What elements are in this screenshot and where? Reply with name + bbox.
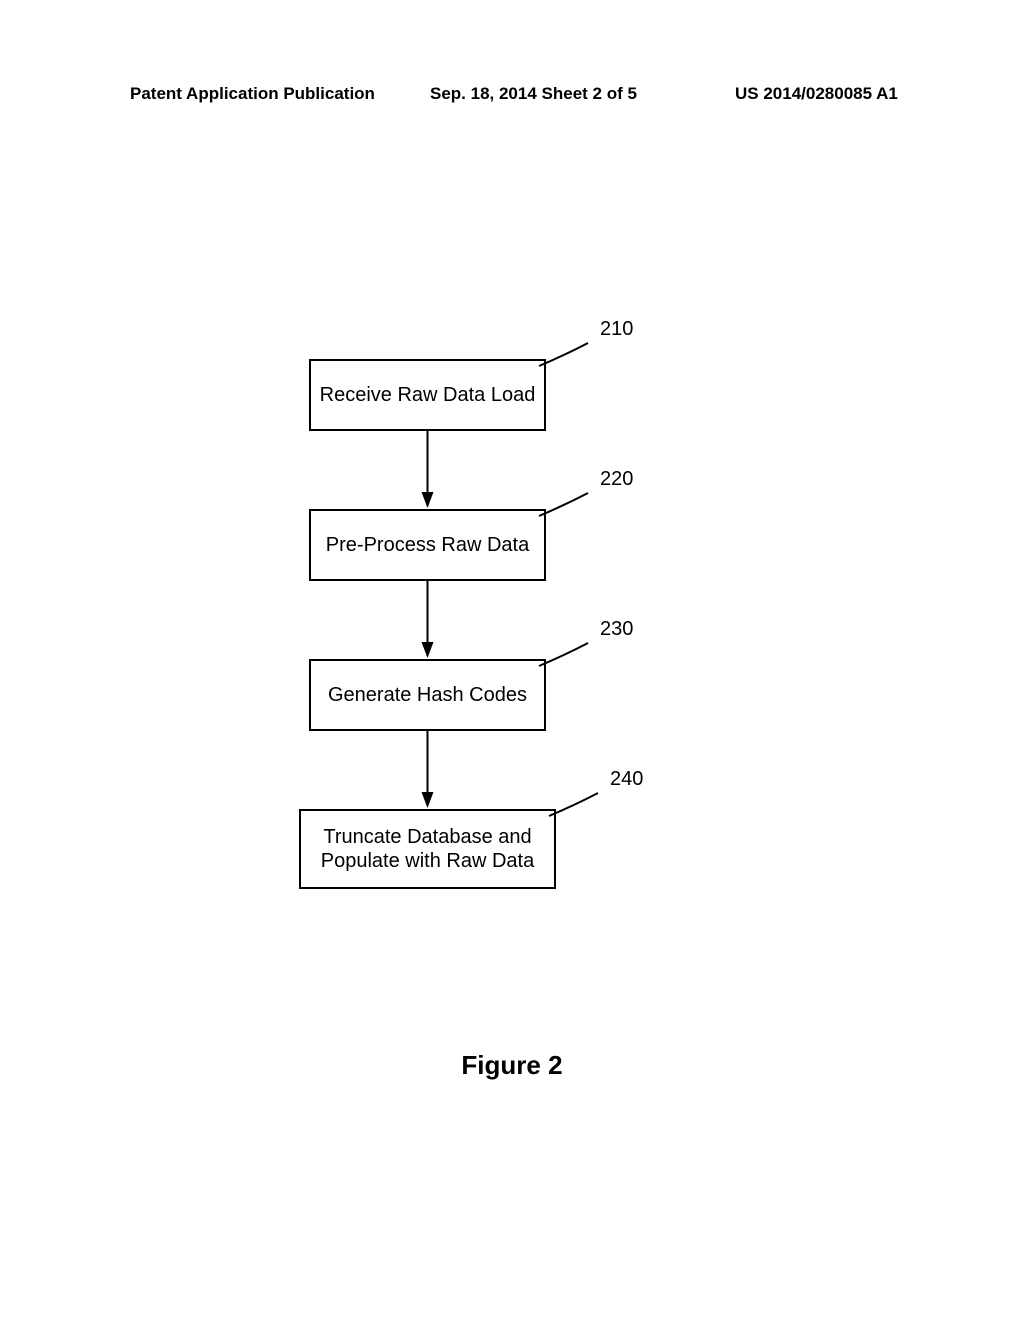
- ref-label-220: 220: [600, 468, 633, 490]
- leader-line-230: [539, 643, 588, 666]
- leader-line-210: [539, 343, 588, 366]
- flow-box-label-240-line1: Populate with Raw Data: [321, 850, 535, 872]
- flow-box-240: [300, 810, 555, 888]
- flow-box-label-220-line0: Pre-Process Raw Data: [326, 534, 530, 556]
- flowchart-svg: Receive Raw Data Load Pre-Process Raw Dat…: [0, 0, 1024, 1320]
- flow-box-label-210-line0: Receive Raw Data Load: [320, 384, 536, 406]
- page: Patent Application Publication Sep. 18, …: [0, 0, 1024, 1320]
- flow-box-label-240-line0: Truncate Database and: [323, 826, 531, 848]
- figure-caption: Figure 2: [0, 1050, 1024, 1081]
- ref-label-240: 240: [610, 768, 643, 790]
- flow-box-label-230-line0: Generate Hash Codes: [328, 684, 527, 706]
- ref-label-210: 210: [600, 318, 633, 340]
- ref-label-230: 230: [600, 618, 633, 640]
- leader-line-240: [549, 793, 598, 816]
- leader-line-220: [539, 493, 588, 516]
